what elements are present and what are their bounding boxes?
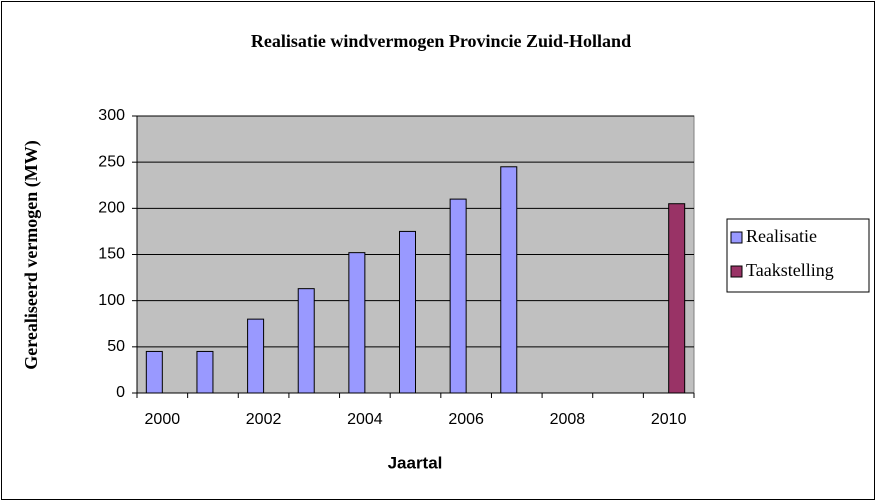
legend-swatch	[730, 265, 743, 278]
y-tick-label: 200	[98, 200, 125, 217]
bar	[247, 318, 265, 394]
bar	[297, 288, 315, 394]
y-tick-label: 50	[107, 338, 125, 355]
bar	[449, 198, 467, 394]
x-tick-label: 2008	[550, 411, 586, 428]
x-tick-label: 2004	[347, 411, 383, 428]
y-axis-label: Gerealiseerd vermogen (MW)	[21, 140, 42, 370]
legend-swatch	[730, 231, 743, 244]
x-tick-label: 2010	[651, 411, 687, 428]
bar	[399, 230, 416, 394]
bar	[500, 166, 518, 394]
y-tick-label: 100	[98, 292, 125, 309]
bar	[196, 350, 214, 394]
bar	[348, 252, 366, 394]
chart-title: Realisatie windvermogen Provincie Zuid-H…	[251, 31, 631, 51]
legend	[726, 218, 870, 293]
y-tick-label: 150	[98, 246, 125, 263]
x-tick-label: 2006	[448, 411, 484, 428]
bar	[668, 203, 686, 394]
legend-label: Realisatie	[746, 226, 817, 246]
x-tick-label: 2000	[145, 411, 181, 428]
bar	[145, 350, 163, 394]
y-tick-label: 0	[116, 384, 125, 401]
y-tick-label: 300	[98, 107, 125, 124]
legend-label: Taakstelling	[746, 260, 834, 280]
y-tick-label: 250	[98, 153, 125, 170]
x-tick-label: 2002	[246, 411, 282, 428]
x-axis-label: Jaartal	[388, 453, 443, 472]
